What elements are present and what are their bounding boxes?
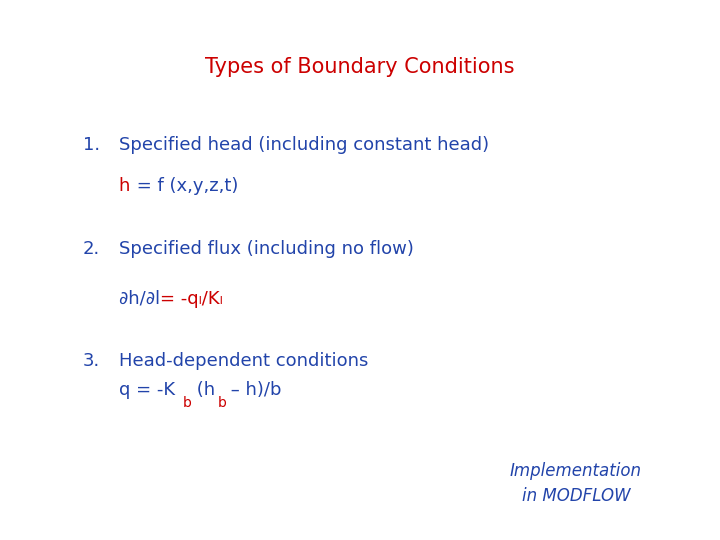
Text: (h: (h — [191, 381, 215, 399]
Text: Types of Boundary Conditions: Types of Boundary Conditions — [205, 57, 515, 77]
Text: 1.: 1. — [83, 136, 100, 154]
Text: ∂h/∂l: ∂h/∂l — [119, 290, 166, 308]
Text: h: h — [119, 177, 130, 195]
Text: Specified head (including constant head): Specified head (including constant head) — [119, 136, 489, 154]
Text: – h)/b: – h)/b — [225, 381, 282, 399]
Text: 2.: 2. — [83, 240, 100, 258]
Text: b: b — [217, 396, 226, 410]
Text: Implementation: Implementation — [510, 462, 642, 480]
Text: b: b — [183, 396, 192, 410]
Text: Head-dependent conditions: Head-dependent conditions — [119, 352, 368, 370]
Text: in MODFLOW: in MODFLOW — [522, 487, 630, 505]
Text: 3.: 3. — [83, 352, 100, 370]
Text: = -qₗ/Kₗ: = -qₗ/Kₗ — [160, 290, 222, 308]
Text: = f (x,y,z,t): = f (x,y,z,t) — [131, 177, 238, 195]
Text: Specified flux (including no flow): Specified flux (including no flow) — [119, 240, 414, 258]
Text: q = -K: q = -K — [119, 381, 175, 399]
